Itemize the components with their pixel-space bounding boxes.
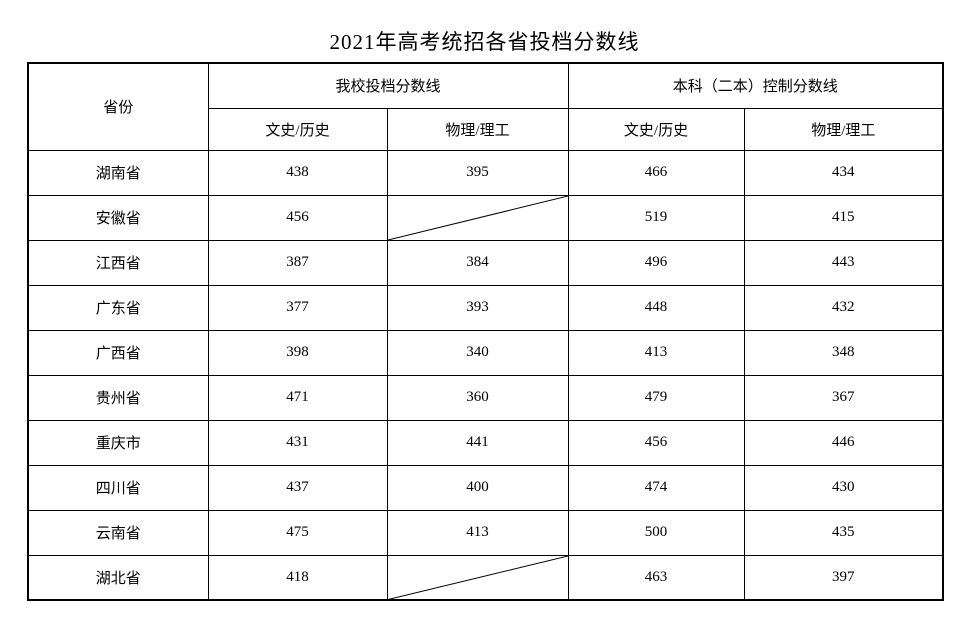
- cell-control-science: 430: [743, 464, 944, 511]
- header-control-group: 本科（二本）控制分数线: [567, 62, 944, 109]
- header-row-groups: 省份 我校投档分数线 本科（二本）控制分数线: [27, 62, 944, 151]
- table-row: 江西省 387 384 496 443: [27, 239, 944, 286]
- cell-school-science: 384: [386, 239, 569, 286]
- header-control-liberal-arts: 文史/历史: [567, 107, 745, 151]
- cell-control-science: 434: [743, 149, 944, 196]
- cell-school-science: 413: [386, 509, 569, 556]
- cell-control-liberal: 519: [567, 194, 745, 241]
- table-row: 湖南省 438 395 466 434: [27, 149, 944, 196]
- table-row: 湖北省 418 463 397: [27, 554, 944, 601]
- cell-province: 广东省: [27, 284, 209, 331]
- cell-province: 湖北省: [27, 554, 209, 601]
- cell-province: 安徽省: [27, 194, 209, 241]
- cell-school-liberal: 471: [207, 374, 388, 421]
- diagonal-slash-icon: [388, 196, 568, 240]
- cell-school-science: 395: [386, 149, 569, 196]
- cell-control-liberal: 448: [567, 284, 745, 331]
- score-table: 省份 我校投档分数线 本科（二本）控制分数线 文史/历史 物理/理工 文史/历史…: [27, 62, 945, 601]
- table-row: 安徽省 456 519 415: [27, 194, 944, 241]
- cell-school-science: 400: [386, 464, 569, 511]
- cell-school-liberal: 456: [207, 194, 388, 241]
- cell-school-liberal: 398: [207, 329, 388, 376]
- diagonal-slash-icon: [388, 556, 568, 600]
- page-title: 2021年高考统招各省投档分数线: [329, 30, 640, 54]
- cell-control-science: 367: [743, 374, 944, 421]
- header-school-science: 物理/理工: [386, 107, 569, 151]
- cell-school-science-empty: [386, 554, 569, 601]
- table-row: 四川省 437 400 474 430: [27, 464, 944, 511]
- cell-control-science: 443: [743, 239, 944, 286]
- cell-school-liberal: 418: [207, 554, 388, 601]
- cell-control-liberal: 463: [567, 554, 745, 601]
- header-control-science: 物理/理工: [743, 107, 944, 151]
- cell-control-liberal: 466: [567, 149, 745, 196]
- header-province: 省份: [27, 62, 209, 151]
- cell-control-science: 415: [743, 194, 944, 241]
- table-row: 重庆市 431 441 456 446: [27, 419, 944, 466]
- cell-control-liberal: 479: [567, 374, 745, 421]
- table-row: 云南省 475 413 500 435: [27, 509, 944, 556]
- header-row-subjects: 文史/历史 物理/理工 文史/历史 物理/理工: [28, 107, 944, 151]
- header-school-liberal-arts: 文史/历史: [207, 107, 388, 151]
- cell-school-liberal: 437: [207, 464, 388, 511]
- cell-province: 四川省: [27, 464, 209, 511]
- cell-control-science: 435: [743, 509, 944, 556]
- table-row: 广西省 398 340 413 348: [27, 329, 944, 376]
- cell-school-liberal: 387: [207, 239, 388, 286]
- cell-control-liberal: 474: [567, 464, 745, 511]
- cell-school-science: 360: [386, 374, 569, 421]
- cell-control-liberal: 413: [567, 329, 745, 376]
- cell-control-science: 446: [743, 419, 944, 466]
- cell-control-science: 432: [743, 284, 944, 331]
- cell-control-liberal: 456: [567, 419, 745, 466]
- cell-school-liberal: 438: [207, 149, 388, 196]
- cell-province: 江西省: [27, 239, 209, 286]
- cell-school-science: 441: [386, 419, 569, 466]
- cell-control-liberal: 500: [567, 509, 745, 556]
- cell-province: 重庆市: [27, 419, 209, 466]
- cell-control-liberal: 496: [567, 239, 745, 286]
- cell-control-science: 397: [743, 554, 944, 601]
- cell-school-liberal: 377: [207, 284, 388, 331]
- cell-school-science-empty: [386, 194, 569, 241]
- cell-province: 云南省: [27, 509, 209, 556]
- cell-school-science: 340: [386, 329, 569, 376]
- cell-province: 贵州省: [27, 374, 209, 421]
- cell-school-science: 393: [386, 284, 569, 331]
- table-row: 广东省 377 393 448 432: [27, 284, 944, 331]
- cell-school-liberal: 475: [207, 509, 388, 556]
- table-row: 贵州省 471 360 479 367: [27, 374, 944, 421]
- header-school-group: 我校投档分数线: [207, 62, 569, 109]
- cell-province: 广西省: [27, 329, 209, 376]
- cell-school-liberal: 431: [207, 419, 388, 466]
- cell-control-science: 348: [743, 329, 944, 376]
- cell-province: 湖南省: [27, 149, 209, 196]
